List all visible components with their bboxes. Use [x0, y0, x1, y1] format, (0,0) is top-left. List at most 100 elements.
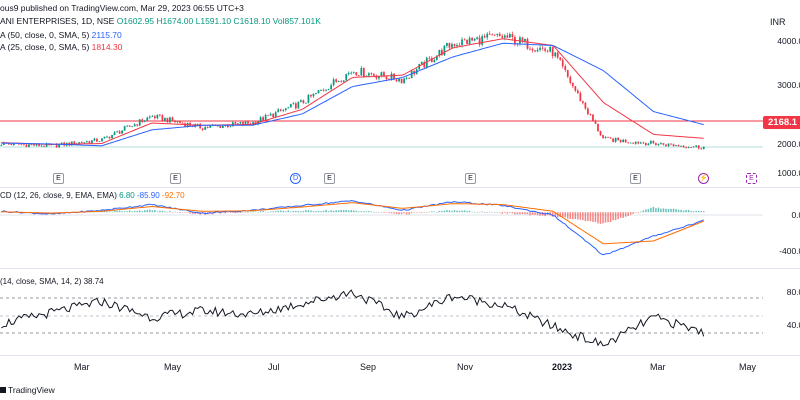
macd-histogram-bar: [609, 212, 612, 223]
macd-histogram-bar: [405, 212, 408, 215]
candle-body: [101, 138, 103, 142]
macd-histogram-bar: [252, 211, 254, 213]
earnings-marker[interactable]: E: [324, 173, 335, 184]
macd-histogram-bar: [526, 212, 529, 215]
upcoming-earnings-marker[interactable]: E: [746, 173, 757, 184]
rsi-line: [1, 289, 705, 347]
pane-separator-2[interactable]: [0, 268, 800, 269]
candle-body: [373, 74, 375, 76]
candle-body: [269, 113, 272, 116]
candle-body: [146, 117, 149, 121]
earnings-marker[interactable]: E: [53, 173, 64, 184]
candle-body: [448, 43, 451, 48]
candle-body: [330, 85, 332, 90]
macd-histogram-bar: [680, 209, 682, 213]
macd-histogram-bar: [277, 210, 279, 213]
pane-separator-1[interactable]: [0, 187, 800, 188]
macd-histogram-bar: [451, 210, 453, 213]
candle-body: [435, 55, 438, 60]
macd-histogram-bar: [700, 210, 702, 213]
candle-body: [468, 37, 471, 45]
macd-histogram-bar: [310, 210, 312, 213]
macd-histogram-bar: [393, 212, 395, 214]
candle-body: [332, 79, 335, 86]
macd-histogram-bar: [516, 212, 519, 215]
candle-body: [378, 76, 380, 79]
signal-line: [1, 202, 704, 245]
candle-body: [665, 144, 667, 147]
candle-body: [685, 147, 687, 149]
rsi-tick-40: 40.00: [786, 320, 800, 330]
macd-histogram-bar: [572, 212, 574, 220]
macd-histogram-bar: [279, 210, 282, 213]
macd-histogram-bar: [551, 212, 554, 217]
candle-body: [682, 145, 685, 148]
macd-histogram-bar: [629, 212, 632, 215]
macd-histogram-bar: [494, 212, 496, 213]
macd-value: -85.90: [136, 191, 160, 200]
candle-body: [687, 147, 690, 148]
candle-body: [491, 34, 494, 36]
macd-histogram-bar: [534, 212, 536, 215]
split-marker[interactable]: ⚡: [698, 173, 709, 184]
macd-histogram-bar: [614, 212, 617, 221]
candle-body: [111, 134, 113, 139]
ma25-legend: A (25, close, 0, SMA, 5) 1814.30: [0, 42, 122, 52]
candle-body: [108, 136, 111, 139]
macd-histogram-bar: [682, 210, 685, 213]
macd-histogram-bar: [388, 212, 390, 214]
macd-histogram-bar: [561, 212, 564, 218]
candle-body: [221, 125, 224, 129]
macd-histogram-bar: [574, 212, 577, 220]
candle-body: [428, 57, 431, 59]
candle-body: [362, 68, 365, 77]
candle-body: [496, 33, 499, 36]
candle-body: [602, 135, 604, 138]
macd-histogram-bar: [569, 212, 572, 220]
candle-body: [317, 90, 320, 94]
candle-body: [667, 143, 670, 147]
candle-body: [174, 120, 176, 123]
candle-body: [282, 110, 285, 111]
candle-body: [380, 72, 383, 77]
candle-body: [0, 145, 3, 146]
candle-body: [481, 36, 484, 45]
macd-histogram-bar: [687, 209, 690, 213]
macd-histogram-bar: [499, 212, 501, 213]
dividend-marker[interactable]: D: [290, 173, 301, 184]
candle-body: [451, 44, 453, 48]
candle-body: [58, 144, 61, 148]
candle-body: [360, 68, 363, 76]
candle-body: [483, 36, 486, 38]
candle-body: [279, 109, 282, 111]
candle-body: [297, 101, 300, 109]
candle-body: [566, 70, 569, 77]
candle-body: [20, 144, 23, 146]
macd-histogram-bar: [106, 211, 108, 213]
macd-histogram-bar: [335, 210, 337, 213]
ma25-value: 1814.30: [91, 42, 123, 52]
macd-histogram-bar: [146, 209, 149, 213]
earnings-marker[interactable]: E: [170, 173, 181, 184]
macd-histogram-bar: [237, 212, 239, 213]
earnings-marker[interactable]: E: [630, 173, 641, 184]
macd-line: [1, 200, 704, 256]
macd-histogram-bar: [587, 212, 589, 221]
candle-body: [647, 143, 650, 146]
macd-histogram-bar: [373, 212, 375, 213]
macd-histogram-bar: [685, 209, 687, 213]
candle-body: [680, 145, 682, 147]
macd-histogram-bar: [635, 212, 637, 213]
macd-histogram-bar: [415, 212, 418, 213]
macd-histogram-bar: [670, 208, 672, 213]
macd-histogram-bar: [375, 212, 378, 213]
earnings-marker[interactable]: E: [465, 173, 476, 184]
time-tick: May: [164, 362, 182, 372]
macd-histogram-bar: [514, 212, 516, 215]
candle-body: [60, 142, 63, 145]
candle-body: [561, 59, 564, 67]
macd-histogram-bar: [690, 210, 692, 213]
macd-histogram-bar: [116, 210, 118, 213]
macd-histogram-bar: [378, 212, 380, 213]
